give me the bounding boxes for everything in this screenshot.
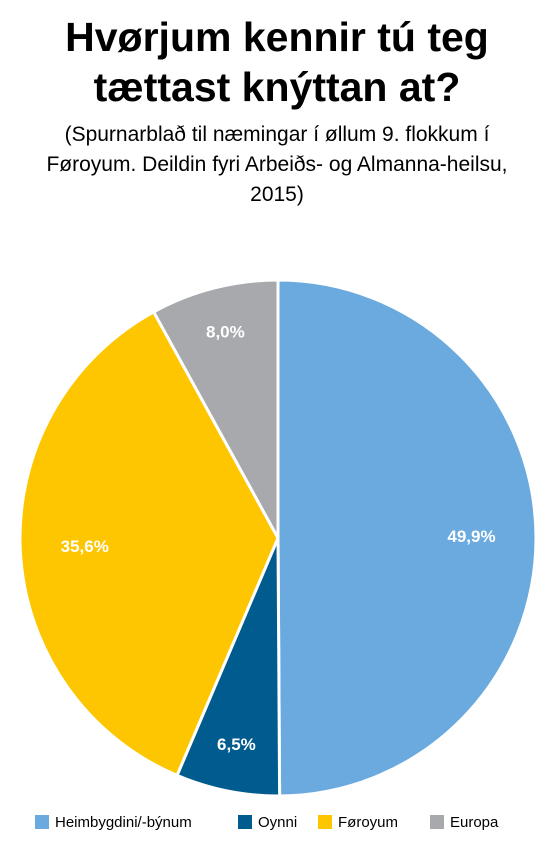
value-label: 49,9%: [447, 527, 495, 546]
pie-slice: [276, 278, 538, 798]
legend-swatch: [318, 815, 332, 829]
legend-label: Oynni: [258, 814, 297, 831]
pie-slice: [18, 310, 280, 777]
value-label: 8,0%: [206, 323, 245, 342]
legend-swatch: [238, 815, 252, 829]
value-label: 35,6%: [61, 537, 109, 556]
legend-swatch: [35, 815, 49, 829]
legend-label: Heimbygdini/-býnum: [55, 814, 192, 831]
chart-subtitle: (Spurnarblað til næmingar í øllum 9. flo…: [46, 123, 508, 206]
value-label: 6,5%: [217, 735, 256, 754]
legend-label: Føroyum: [338, 814, 398, 831]
legend-label: Europa: [450, 814, 499, 831]
chart-title: Hvørjum kennir tú teg tættast knýttan at…: [65, 14, 489, 110]
pie-slice: [152, 278, 280, 540]
legend-swatch: [430, 815, 444, 829]
